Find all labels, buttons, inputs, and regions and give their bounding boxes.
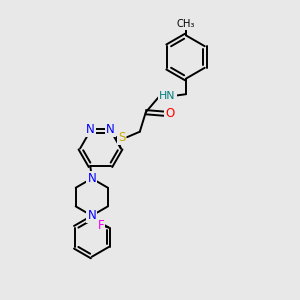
Text: F: F: [98, 219, 104, 232]
Text: O: O: [165, 107, 174, 120]
Text: N: N: [87, 172, 96, 185]
Text: N: N: [86, 123, 95, 136]
Text: S: S: [118, 130, 125, 144]
Text: CH₃: CH₃: [177, 19, 195, 29]
Text: N: N: [106, 123, 115, 136]
Text: N: N: [87, 209, 96, 222]
Text: HN: HN: [159, 91, 176, 101]
